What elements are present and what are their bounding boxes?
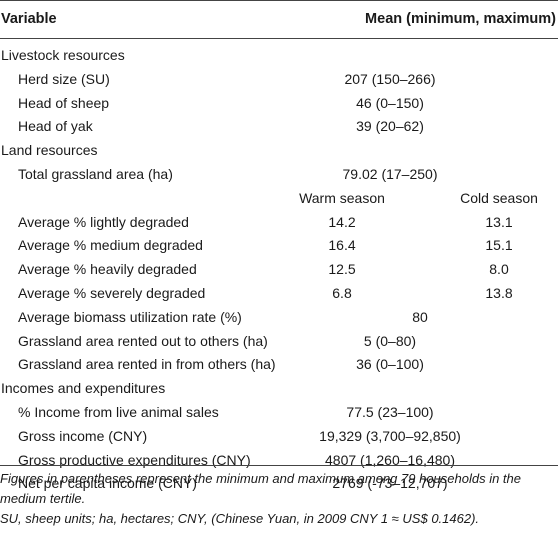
row-label: Grassland area rented out to others (ha) <box>18 332 268 349</box>
table-row: Grassland area rented out to others (ha)… <box>0 330 558 354</box>
row-value: 39 (20–62) <box>356 118 424 135</box>
header-rule <box>0 38 558 39</box>
row-value: 80 <box>412 308 428 325</box>
row-value: 79.02 (17–250) <box>342 165 438 182</box>
warm-season-value: 14.2 <box>328 213 356 230</box>
row-value: 46 (0–150) <box>356 94 424 111</box>
row-label: Total grassland area (ha) <box>18 165 173 182</box>
table-row: Gross income (CNY) 19,329 (3,700–92,850) <box>0 425 558 449</box>
row-value: 4807 (1,260–16,480) <box>325 451 455 468</box>
row-label: Herd size (SU) <box>18 70 110 87</box>
cold-season-value: 8.0 <box>489 261 509 278</box>
row-label: Average % lightly degraded <box>18 213 189 230</box>
table-row: Herd size (SU) 207 (150–266) <box>0 68 558 92</box>
table-row: Average % severely degraded 6.8 13.8 <box>0 282 558 306</box>
row-label: % Income from live animal sales <box>18 403 219 420</box>
section-row: Land resources <box>0 139 558 163</box>
table-body: Livestock resources Herd size (SU) 207 (15… <box>0 44 558 496</box>
table-row: Average % heavily degraded 12.5 8.0 <box>0 258 558 282</box>
table-footnotes: Figures in parentheses represent the min… <box>0 469 556 529</box>
table-row: Net per capita income (CNY) 2769 (-73–12,… <box>0 472 558 496</box>
row-label: Net per capita income (CNY) <box>18 475 197 492</box>
table-row: Head of sheep 46 (0–150) <box>0 92 558 116</box>
row-value: 77.5 (23–100) <box>346 403 434 420</box>
cold-season-value: 13.8 <box>485 284 513 301</box>
row-label: Average % heavily degraded <box>18 261 197 278</box>
row-label: Grassland area rented in from others (ha… <box>18 356 276 373</box>
table-row: Total grassland area (ha) 79.02 (17–250) <box>0 163 558 187</box>
row-label: Gross productive expenditures (CNY) <box>18 451 251 468</box>
section-row: Incomes and expenditures <box>0 377 558 401</box>
bottom-rule <box>0 465 558 466</box>
top-rule <box>0 0 558 1</box>
cold-season-value: 15.1 <box>485 237 513 254</box>
section-row: Livestock resources <box>0 44 558 68</box>
header-mean: Mean (minimum, maximum) <box>365 11 556 27</box>
row-label: Average % medium degraded <box>18 237 203 254</box>
warm-season-value: 6.8 <box>332 284 352 301</box>
row-value: 2769 (-73–12,707) <box>332 475 448 492</box>
warm-season-value: 16.4 <box>328 237 356 254</box>
table-row: Head of yak 39 (20–62) <box>0 115 558 139</box>
cold-season-value: 13.1 <box>485 213 513 230</box>
footnote-1: Figures in parentheses represent the min… <box>0 471 521 506</box>
section-label: Land resources <box>1 142 98 159</box>
footnote-2: SU, sheep units; ha, hectares; CNY, (Chi… <box>0 511 480 526</box>
row-label: Head of yak <box>18 118 93 135</box>
row-value: 19,329 (3,700–92,850) <box>319 427 461 444</box>
row-label: Average biomass utilization rate (%) <box>18 308 242 325</box>
row-label: Gross income (CNY) <box>18 427 148 444</box>
cold-season-header: Cold season <box>460 189 538 206</box>
table-row: Average % medium degraded 16.4 15.1 <box>0 234 558 258</box>
row-label: Head of sheep <box>18 94 110 111</box>
warm-season-header: Warm season <box>299 189 385 206</box>
table-row: Gross productive expenditures (CNY) 4807 … <box>0 449 558 473</box>
row-value: 5 (0–80) <box>363 332 417 349</box>
warm-season-value: 12.5 <box>328 261 356 278</box>
table-row: Grassland area rented in from others (ha… <box>0 353 558 377</box>
row-label: Average % severely degraded <box>18 284 206 301</box>
row-value: 36 (0–100) <box>356 356 424 373</box>
table-row: Average % lightly degraded 14.2 13.1 <box>0 211 558 235</box>
section-label: Livestock resources <box>1 47 125 63</box>
section-label: Incomes and expenditures <box>1 380 166 397</box>
header-variable: Variable <box>1 11 57 27</box>
table-row: Average biomass utilization rate (%) 80 <box>0 306 558 330</box>
row-value: 207 (150–266) <box>344 70 436 87</box>
table-row: % Income from live animal sales 77.5 (23–… <box>0 401 558 425</box>
season-subheader-row: Warm season Cold season <box>0 187 558 211</box>
